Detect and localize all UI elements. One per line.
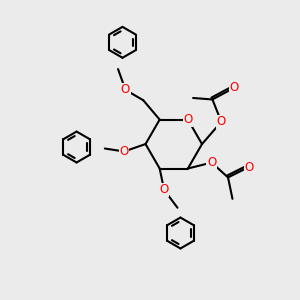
Text: O: O (207, 156, 216, 169)
Text: O: O (183, 113, 193, 126)
Text: O: O (121, 83, 130, 96)
Text: O: O (119, 145, 129, 158)
Text: O: O (217, 115, 226, 128)
Text: O: O (244, 160, 254, 173)
Text: O: O (230, 81, 239, 94)
Text: O: O (160, 183, 169, 196)
